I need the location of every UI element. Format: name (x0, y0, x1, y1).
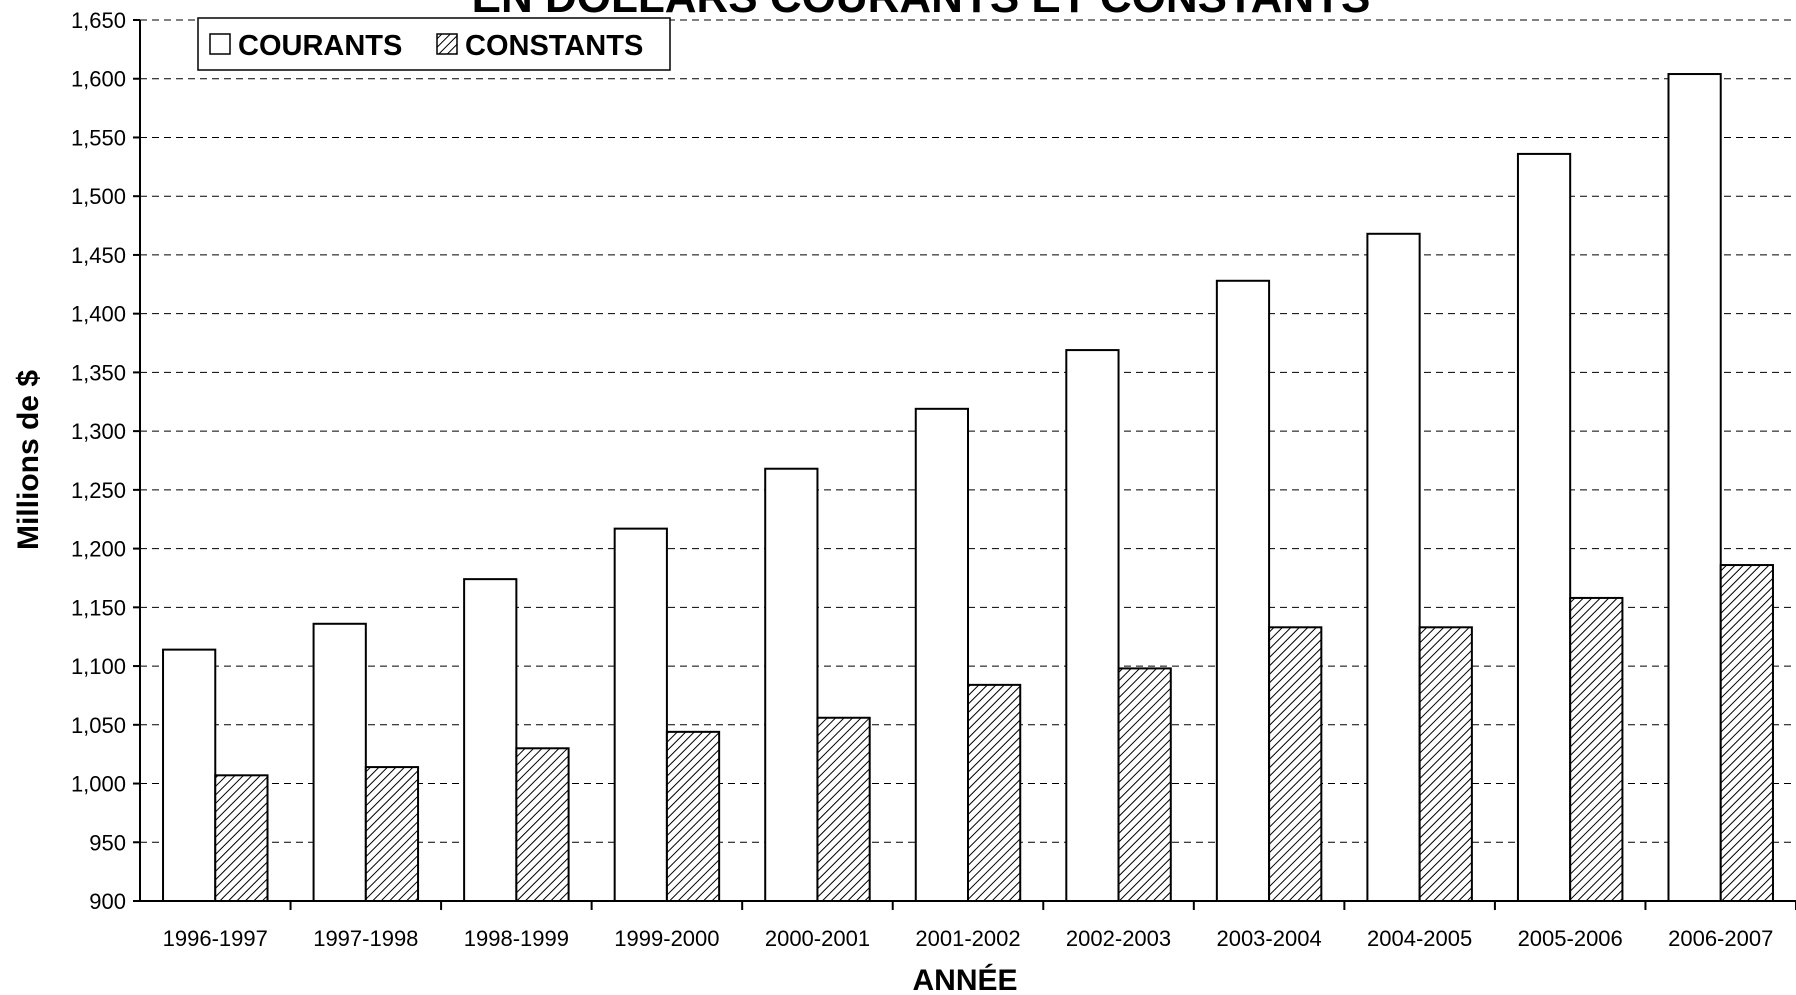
y-tick-label: 1,250 (71, 478, 126, 503)
legend-label-constants: CONSTANTS (465, 30, 643, 62)
y-tick-label: 1,100 (71, 654, 126, 679)
bar-constants (665, 730, 721, 903)
bar-courants (312, 622, 367, 903)
bar-constants (1569, 596, 1624, 902)
bar-courants (162, 648, 217, 902)
x-tick-label: 1999-2000 (614, 926, 719, 951)
bar-constants (1418, 626, 1473, 902)
y-tick-label: 950 (89, 830, 126, 855)
x-tick-label: 1997-1998 (313, 926, 418, 951)
bar-constants (1719, 564, 1774, 903)
bar-courants (914, 407, 970, 902)
x-tick-label: 2003-2004 (1216, 926, 1321, 951)
bar-courants (764, 467, 819, 902)
bar-courants (1065, 349, 1120, 902)
y-tick-label: 1,000 (71, 772, 126, 797)
y-tick-label: 1,150 (71, 595, 126, 620)
legend-label-courants: COURANTS (238, 30, 402, 62)
bar-courants (1215, 279, 1271, 902)
y-tick-label: 1,500 (71, 184, 126, 209)
x-tick-label: 2000-2001 (765, 926, 870, 951)
x-tick-label: 1996-1997 (163, 926, 268, 951)
y-tick-label: 1,350 (71, 360, 126, 385)
bar-courants (613, 527, 668, 902)
bar-constants (214, 774, 269, 902)
bars (162, 73, 1774, 903)
bar-courants (1667, 73, 1722, 902)
x-tick-label: 1998-1999 (464, 926, 569, 951)
legend: COURANTS CONSTANTS (197, 17, 671, 71)
y-tick-label: 1,650 (71, 8, 126, 33)
bar-courants (1516, 152, 1572, 903)
legend-swatch-constants (436, 33, 458, 55)
bar-constants (816, 716, 871, 903)
bar-constants (967, 683, 1022, 902)
y-tick-label: 1,600 (71, 67, 126, 92)
x-tick-label: 2002-2003 (1066, 926, 1171, 951)
chart-title: EN DOLLARS COURANTS ET CONSTANTS (472, 0, 1371, 22)
y-tick-label: 900 (89, 889, 126, 914)
legend-box (197, 17, 671, 71)
y-axis-title: Millions de $ (12, 370, 45, 550)
x-tick-label: 2006-2007 (1668, 926, 1773, 951)
bar-courants (463, 578, 518, 903)
y-tick-label: 1,200 (71, 537, 126, 562)
x-axis: 1996-1997 1997-1998 1998-1999 1999-2000 2000… (140, 900, 1796, 951)
bar-constants (1268, 626, 1323, 902)
y-tick-label: 1,050 (71, 713, 126, 738)
bar-constants (515, 747, 570, 902)
bar-courants (1366, 232, 1421, 903)
bar-constants (364, 766, 420, 903)
bar-constants (1117, 667, 1172, 903)
y-tick-label: 1,550 (71, 125, 126, 150)
legend-swatch-courants (209, 33, 231, 55)
x-tick-label: 2004-2005 (1367, 926, 1472, 951)
y-tick-label: 1,400 (71, 302, 126, 327)
x-tick-label: 2001-2002 (915, 926, 1020, 951)
y-tick-label: 1,450 (71, 243, 126, 268)
y-tick-label: 1,300 (71, 419, 126, 444)
x-tick-label: 2005-2006 (1518, 926, 1623, 951)
x-axis-title: ANNÉE (912, 963, 1017, 995)
y-axis: 900 950 1,000 1,050 1,100 1,150 1,200 1,250 1,30… (71, 8, 141, 914)
